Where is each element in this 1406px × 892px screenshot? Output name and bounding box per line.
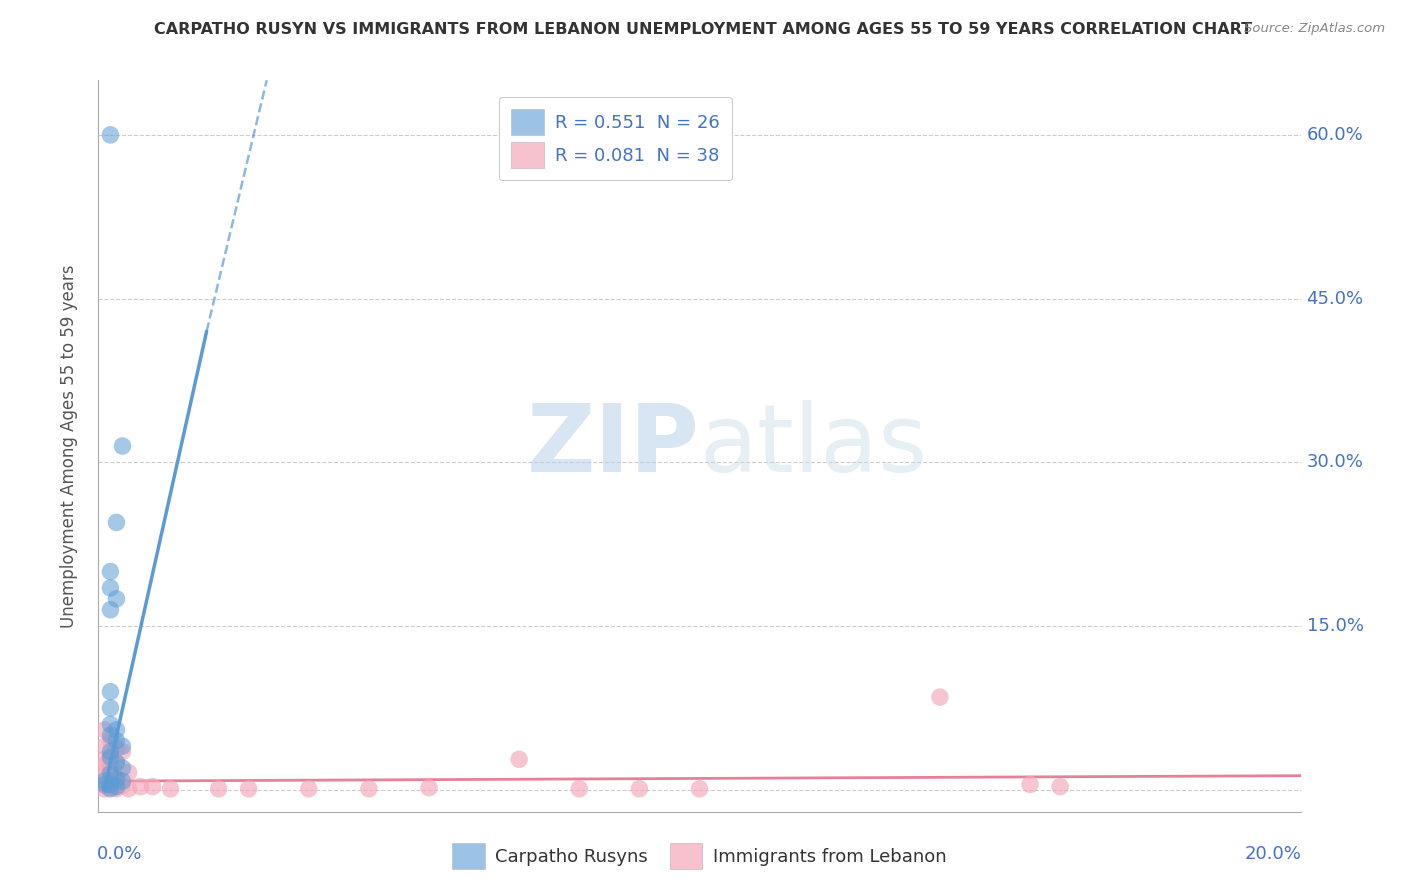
Point	[100, 128, 122, 142]
Point	[105, 780, 128, 794]
Point	[105, 771, 128, 785]
Point	[100, 780, 122, 795]
Point	[357, 781, 380, 796]
Point	[129, 780, 152, 794]
Y-axis label: Unemployment Among Ages 55 to 59 years: Unemployment Among Ages 55 to 59 years	[59, 264, 77, 628]
Point	[105, 773, 128, 788]
Point	[100, 717, 122, 731]
Text: 15.0%: 15.0%	[1306, 617, 1364, 635]
Point	[111, 439, 134, 453]
Point	[100, 766, 122, 780]
Point	[100, 763, 122, 777]
Point	[238, 781, 260, 796]
Point	[93, 739, 115, 754]
Point	[100, 733, 122, 747]
Point	[929, 690, 952, 704]
Point	[105, 741, 128, 756]
Point	[111, 739, 134, 754]
Text: Source: ZipAtlas.com: Source: ZipAtlas.com	[1244, 22, 1385, 36]
Point	[1019, 777, 1042, 791]
Point	[111, 779, 134, 793]
Point	[100, 775, 122, 789]
Point	[100, 777, 122, 791]
Point	[100, 750, 122, 764]
Point	[93, 767, 115, 781]
Point	[1049, 780, 1071, 794]
Point	[93, 774, 115, 789]
Point	[111, 774, 134, 789]
Point	[100, 603, 122, 617]
Point	[93, 777, 115, 791]
Text: 45.0%: 45.0%	[1306, 290, 1364, 308]
Point	[93, 779, 115, 793]
Point	[100, 745, 122, 759]
Point	[93, 752, 115, 766]
Point	[628, 781, 651, 796]
Point	[105, 516, 128, 530]
Point	[100, 565, 122, 579]
Point	[100, 701, 122, 715]
Point	[105, 723, 128, 737]
Text: 60.0%: 60.0%	[1306, 126, 1364, 144]
Point	[100, 581, 122, 595]
Text: atlas: atlas	[699, 400, 928, 492]
Point	[100, 728, 122, 742]
Point	[688, 781, 710, 796]
Point	[100, 759, 122, 773]
Text: 0.0%: 0.0%	[97, 845, 142, 863]
Point	[141, 780, 163, 794]
Point	[105, 780, 128, 794]
Point	[298, 781, 321, 796]
Point	[93, 781, 115, 796]
Point	[159, 781, 181, 796]
Point	[111, 745, 134, 759]
Text: 30.0%: 30.0%	[1306, 453, 1364, 471]
Point	[105, 781, 128, 796]
Text: CARPATHO RUSYN VS IMMIGRANTS FROM LEBANON UNEMPLOYMENT AMONG AGES 55 TO 59 YEARS: CARPATHO RUSYN VS IMMIGRANTS FROM LEBANO…	[153, 22, 1253, 37]
Point	[508, 752, 530, 766]
Point	[93, 723, 115, 737]
Point	[100, 750, 122, 764]
Point	[117, 765, 139, 780]
Text: 20.0%: 20.0%	[1244, 845, 1302, 863]
Point	[568, 781, 591, 796]
Point	[100, 684, 122, 698]
Point	[105, 733, 128, 747]
Point	[117, 781, 139, 796]
Point	[100, 781, 122, 796]
Point	[105, 772, 128, 786]
Point	[105, 756, 128, 770]
Point	[105, 756, 128, 770]
Legend: Carpatho Rusyns, Immigrants from Lebanon: Carpatho Rusyns, Immigrants from Lebanon	[444, 836, 955, 876]
Point	[208, 781, 231, 796]
Text: ZIP: ZIP	[527, 400, 699, 492]
Point	[418, 780, 440, 795]
Point	[111, 761, 134, 775]
Point	[105, 591, 128, 606]
Point	[93, 759, 115, 773]
